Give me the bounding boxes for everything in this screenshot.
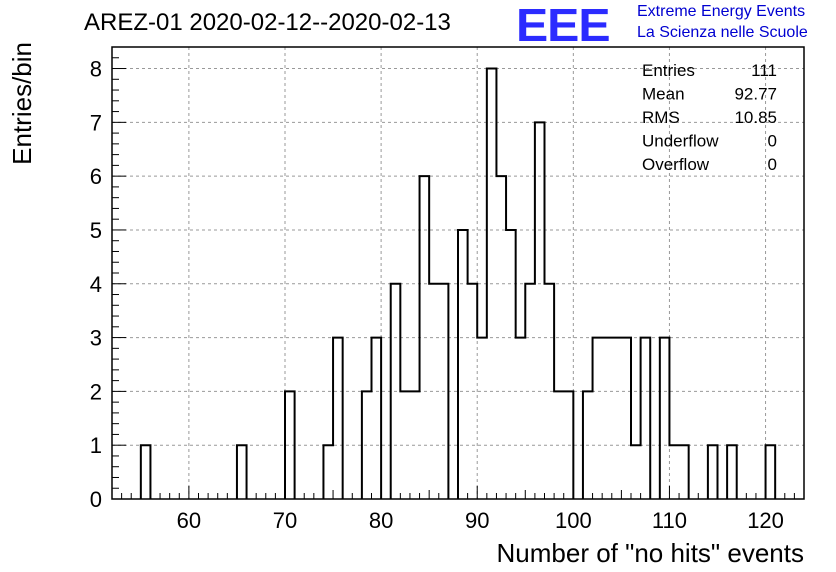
histogram-bin	[641, 338, 651, 499]
histogram-bin	[612, 338, 622, 499]
histogram-bin	[506, 230, 516, 499]
stats-value: 10.85	[734, 108, 777, 127]
histogram-bin	[439, 284, 449, 499]
x-tick-label: 100	[555, 508, 592, 533]
histogram-bin	[477, 338, 487, 499]
histogram-bin	[660, 338, 670, 499]
histogram-bin	[323, 445, 333, 499]
stats-label: RMS	[642, 108, 680, 127]
y-tick-label: 7	[90, 110, 102, 135]
histogram-bin	[602, 338, 612, 499]
x-tick-label: 110	[652, 508, 687, 533]
histogram-bin	[708, 445, 718, 499]
histogram-bin	[631, 445, 641, 499]
eee-logo: EEE	[516, 0, 611, 51]
histogram-bin	[554, 391, 564, 499]
x-tick-label: 60	[177, 508, 201, 533]
brand-line-2: La Scienza nelle Scuole	[637, 24, 808, 41]
histogram-bin	[593, 338, 603, 499]
stats-label: Entries	[642, 61, 695, 80]
y-tick-label: 1	[90, 433, 102, 458]
histogram-bin	[564, 391, 574, 499]
x-tick-label: 120	[747, 508, 784, 533]
histogram-bin	[458, 230, 468, 499]
histogram-bin	[141, 445, 151, 499]
histogram-bin	[727, 445, 737, 499]
histogram-bin	[362, 391, 372, 499]
x-tick-label: 70	[273, 508, 297, 533]
y-tick-label: 0	[90, 487, 102, 512]
y-axis: 0 1 2 3 4 5 6 7 8	[90, 46, 126, 512]
stats-label: Overflow	[642, 155, 710, 174]
histogram-bin	[545, 284, 555, 499]
histogram-bin	[766, 445, 776, 499]
stats-box: Entries 111 Mean 92.77 RMS 10.85 Underflow 0 Ove…	[642, 61, 777, 174]
y-tick-label: 5	[90, 218, 102, 243]
y-tick-label: 2	[90, 379, 102, 404]
stats-label: Underflow	[642, 132, 719, 151]
histogram-bin	[410, 391, 420, 499]
x-tick-label: 80	[369, 508, 393, 533]
histogram-bin	[468, 284, 478, 499]
histogram-bin	[679, 445, 689, 499]
histogram-bin	[525, 284, 535, 499]
histogram-bin	[391, 284, 401, 499]
histogram-bin	[621, 338, 631, 499]
x-axis-title: Number of "no hits" events	[497, 538, 805, 568]
y-axis-title: Entries/bin	[7, 42, 37, 165]
y-tick-label: 4	[90, 272, 102, 297]
stats-value: 111	[751, 61, 777, 80]
histogram-bin	[333, 338, 343, 499]
x-tick-label: 90	[465, 508, 489, 533]
histogram-bin	[583, 391, 593, 499]
histogram-outline	[139, 67, 777, 499]
histogram-bin	[496, 176, 506, 499]
stats-value: 92.77	[734, 85, 777, 104]
histogram-bin	[487, 69, 497, 499]
stats-value: 0	[768, 132, 777, 151]
histogram-bin	[237, 445, 247, 499]
y-tick-label: 8	[90, 57, 102, 82]
histogram-bin	[516, 338, 526, 499]
histogram-bin	[669, 445, 679, 499]
stats-value: 0	[768, 155, 777, 174]
histogram-bin	[400, 391, 410, 499]
y-tick-label: 3	[90, 326, 102, 351]
histogram-bin	[429, 284, 439, 499]
histogram-bin	[285, 391, 295, 499]
x-axis: 60 70 80 90 100 110 120	[111, 486, 805, 533]
histogram-bin	[372, 338, 382, 499]
stats-label: Mean	[642, 85, 685, 104]
chart-title: AREZ-01 2020-02-12--2020-02-13	[84, 9, 451, 36]
histogram-bin	[420, 176, 430, 499]
y-tick-label: 6	[90, 164, 102, 189]
brand-line-1: Extreme Energy Events	[637, 3, 806, 20]
histogram-bin	[535, 122, 545, 499]
